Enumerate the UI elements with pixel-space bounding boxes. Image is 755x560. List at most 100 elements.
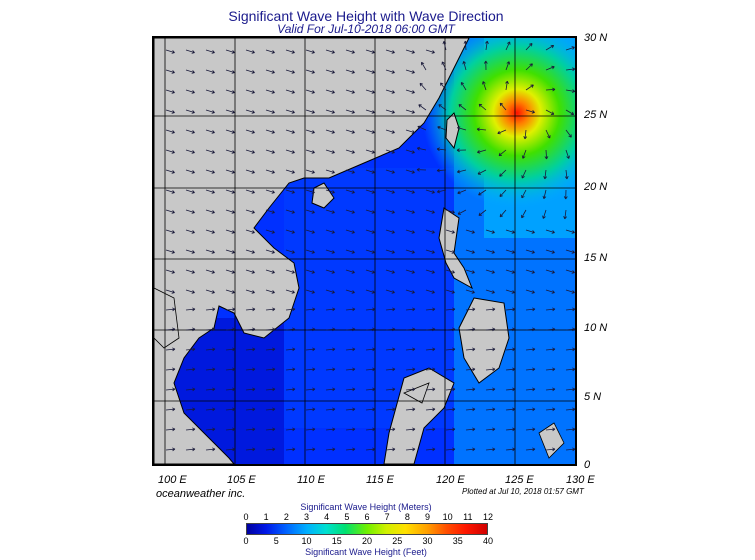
direction-arrow bbox=[565, 347, 575, 352]
meters-tick: 9 bbox=[424, 512, 430, 522]
direction-arrow bbox=[425, 407, 436, 412]
direction-arrow bbox=[545, 327, 556, 332]
direction-arrow bbox=[457, 126, 467, 131]
direction-arrow bbox=[165, 149, 175, 154]
direction-arrow bbox=[365, 169, 375, 174]
direction-arrow bbox=[305, 427, 316, 432]
lon-label-110e: 110 E bbox=[297, 474, 325, 486]
direction-arrow bbox=[365, 269, 375, 274]
direction-arrow bbox=[245, 149, 255, 154]
direction-arrow bbox=[445, 327, 456, 332]
direction-arrow bbox=[165, 189, 175, 194]
direction-arrow bbox=[525, 229, 535, 234]
direction-arrow bbox=[545, 289, 555, 294]
direction-arrow bbox=[265, 447, 276, 452]
colorbar-meters-title: Significant Wave Height (Meters) bbox=[300, 502, 432, 512]
direction-arrow bbox=[416, 146, 427, 151]
direction-arrow bbox=[545, 87, 556, 92]
direction-arrow bbox=[385, 209, 395, 214]
direction-arrow bbox=[245, 189, 255, 194]
direction-arrow bbox=[165, 327, 176, 332]
direction-arrow bbox=[505, 427, 516, 432]
direction-arrow bbox=[185, 307, 196, 312]
direction-arrow bbox=[405, 269, 415, 274]
direction-arrow bbox=[325, 387, 336, 392]
direction-arrow bbox=[185, 49, 195, 54]
hainan-island bbox=[311, 182, 335, 209]
direction-arrow bbox=[285, 327, 296, 332]
lat-label-5n: 5 N bbox=[584, 391, 602, 403]
direction-arrow bbox=[165, 49, 175, 54]
direction-arrow bbox=[525, 249, 535, 254]
direction-arrow bbox=[505, 327, 516, 332]
direction-arrow bbox=[497, 129, 507, 135]
direction-arrow bbox=[345, 249, 355, 254]
direction-arrow bbox=[545, 65, 555, 71]
direction-arrow bbox=[545, 229, 555, 234]
taiwan-island bbox=[445, 112, 460, 150]
direction-arrow bbox=[525, 447, 536, 452]
direction-arrow bbox=[545, 307, 556, 312]
direction-arrow bbox=[385, 427, 396, 432]
direction-arrow bbox=[185, 347, 196, 352]
direction-arrow bbox=[345, 427, 356, 432]
direction-arrow bbox=[456, 169, 467, 174]
direction-arrow bbox=[185, 249, 195, 254]
direction-arrow bbox=[498, 149, 507, 157]
direction-arrow bbox=[285, 347, 296, 352]
direction-arrow bbox=[425, 49, 435, 54]
direction-arrow bbox=[545, 347, 556, 352]
meters-tick: 1 bbox=[263, 512, 269, 522]
direction-arrow bbox=[542, 189, 547, 200]
direction-arrow bbox=[445, 249, 455, 254]
direction-arrow bbox=[165, 407, 176, 412]
direction-arrow bbox=[525, 407, 536, 412]
direction-arrow bbox=[305, 347, 316, 352]
direction-arrow bbox=[565, 229, 575, 234]
direction-arrow bbox=[425, 347, 436, 352]
direction-arrow bbox=[185, 149, 195, 154]
direction-arrow bbox=[465, 327, 476, 332]
direction-arrow bbox=[185, 169, 195, 174]
direction-arrow bbox=[265, 109, 275, 114]
direction-arrow bbox=[265, 269, 275, 274]
map-subtitle: Valid For Jul-10-2018 06:00 GMT bbox=[277, 22, 455, 36]
direction-arrow bbox=[478, 209, 487, 216]
direction-arrow bbox=[365, 229, 375, 234]
direction-arrow bbox=[405, 289, 415, 294]
direction-arrow bbox=[478, 189, 487, 196]
direction-arrow bbox=[505, 229, 515, 234]
direction-arrow bbox=[477, 149, 487, 154]
direction-arrow bbox=[325, 249, 335, 254]
direction-arrow bbox=[285, 249, 295, 254]
direction-arrow bbox=[478, 103, 487, 111]
direction-arrow bbox=[165, 269, 175, 274]
direction-arrow bbox=[285, 149, 295, 154]
direction-arrow bbox=[365, 249, 375, 254]
direction-arrow bbox=[165, 129, 175, 134]
direction-arrow bbox=[225, 189, 235, 194]
direction-arrow bbox=[305, 447, 316, 452]
direction-arrow bbox=[417, 125, 427, 131]
direction-arrow bbox=[365, 49, 375, 54]
direction-arrow bbox=[543, 169, 548, 180]
direction-arrow bbox=[437, 125, 447, 131]
lon-label-130e: 130 E bbox=[566, 474, 595, 486]
direction-arrow bbox=[265, 209, 275, 214]
lat-label-30n: 30 N bbox=[584, 32, 608, 44]
direction-arrow bbox=[445, 289, 455, 294]
direction-arrow bbox=[462, 61, 467, 71]
direction-arrow bbox=[165, 69, 175, 74]
direction-arrow bbox=[385, 387, 396, 392]
direction-arrow bbox=[523, 129, 528, 140]
direction-arrow bbox=[505, 61, 511, 71]
direction-arrow bbox=[485, 447, 496, 452]
direction-arrow bbox=[245, 269, 255, 274]
direction-arrow bbox=[305, 327, 316, 332]
direction-arrow bbox=[445, 347, 456, 352]
direction-arrow bbox=[305, 189, 315, 194]
direction-arrow bbox=[563, 209, 567, 220]
direction-arrow bbox=[425, 367, 436, 372]
direction-arrow bbox=[565, 67, 575, 72]
direction-arrow bbox=[465, 307, 476, 312]
